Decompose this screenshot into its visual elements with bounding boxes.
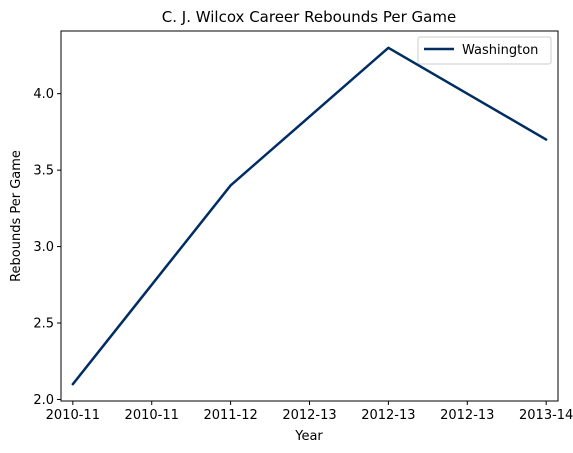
x-tick-label: 2012-13 bbox=[440, 408, 494, 423]
legend-label: Washington bbox=[462, 43, 538, 58]
chart-title: C. J. Wilcox Career Rebounds Per Game bbox=[162, 8, 456, 26]
y-tick-label: 2.5 bbox=[33, 317, 54, 332]
x-tick-label: 2012-13 bbox=[361, 408, 415, 423]
y-tick-label: 3.5 bbox=[33, 164, 54, 179]
y-axis-label: Rebounds Per Game bbox=[9, 150, 24, 282]
y-tick-label: 3.0 bbox=[33, 240, 54, 255]
plot-area bbox=[60, 30, 559, 402]
x-tick-label: 2013-14 bbox=[519, 408, 573, 423]
legend-box bbox=[417, 36, 552, 65]
x-tick-label: 2012-13 bbox=[282, 408, 336, 423]
series-line-washington bbox=[71, 46, 548, 386]
series-layer bbox=[71, 46, 548, 386]
x-tick-label: 2010-11 bbox=[46, 408, 100, 423]
x-axis: 2010-11 2010-11 2011-12 2012-13 2012-13 2012-… bbox=[46, 401, 573, 423]
y-tick-label: 4.0 bbox=[33, 87, 54, 102]
x-axis-label: Year bbox=[294, 429, 323, 444]
y-tick-label: 2.0 bbox=[33, 393, 54, 408]
y-axis: 2.0 2.5 3.0 3.5 4.0 bbox=[33, 87, 61, 408]
x-tick-label: 2011-12 bbox=[203, 408, 257, 423]
x-tick-label: 2010-11 bbox=[125, 408, 179, 423]
legend: Washington bbox=[417, 36, 552, 65]
